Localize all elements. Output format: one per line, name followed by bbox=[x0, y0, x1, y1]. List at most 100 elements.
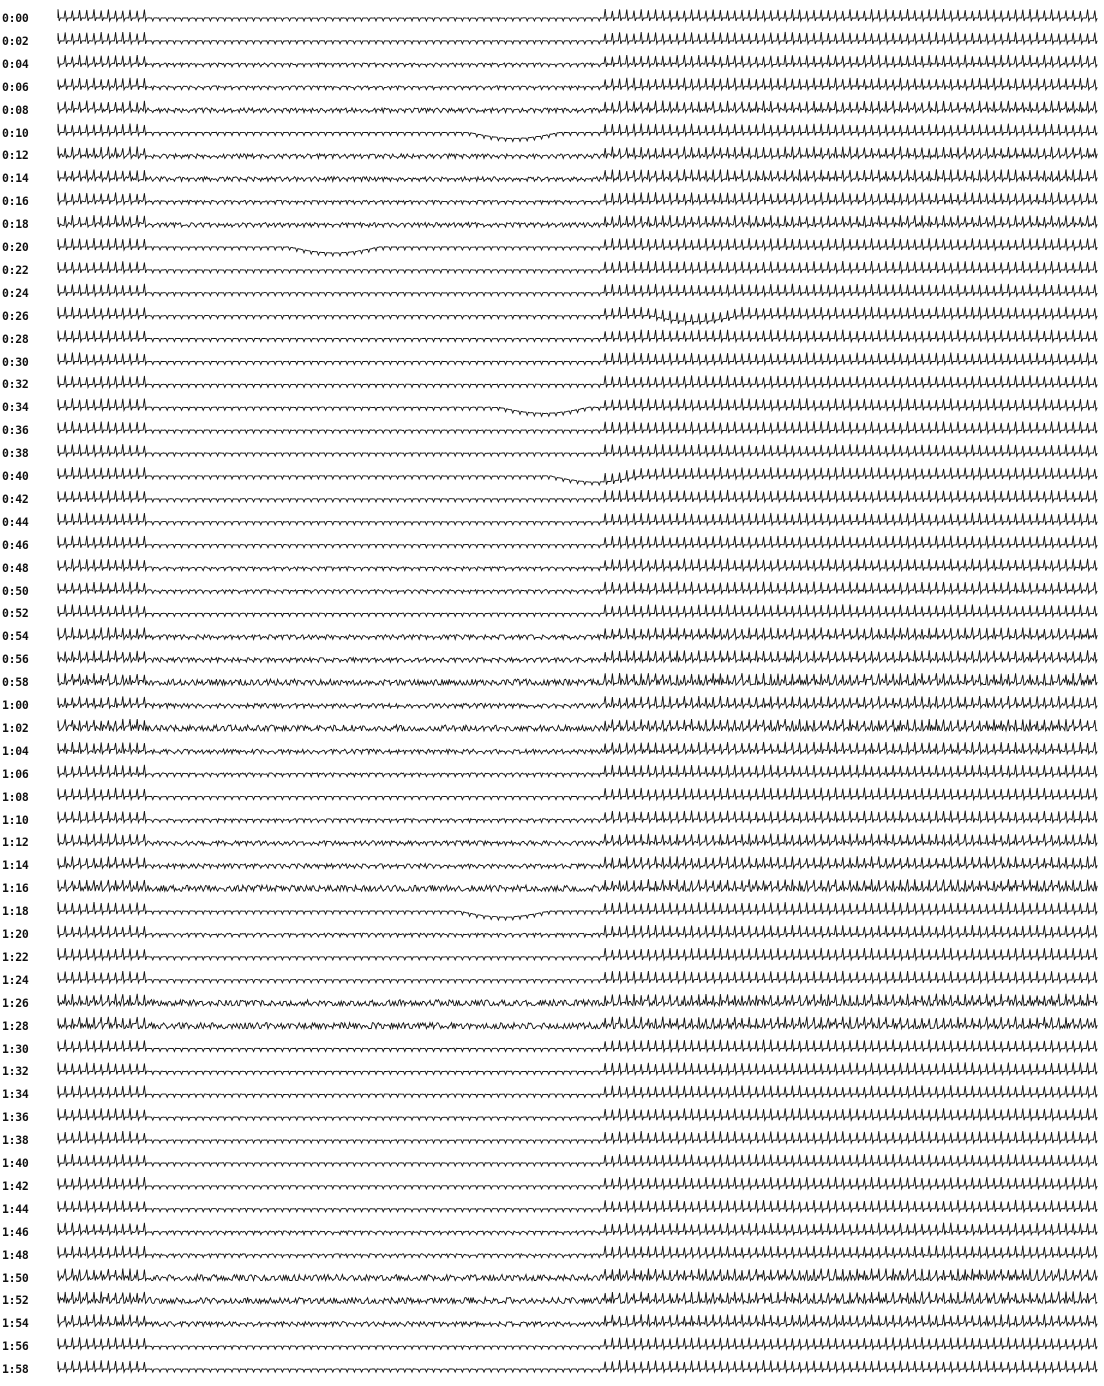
ecg-trace-row bbox=[57, 489, 1098, 504]
time-label: 0:00 bbox=[2, 11, 29, 25]
ecg-trace-row bbox=[57, 146, 1098, 161]
ecg-trace-row bbox=[57, 970, 1098, 985]
time-label: 1:04 bbox=[2, 743, 29, 758]
ecg-trace-row bbox=[57, 54, 1098, 69]
ecg-trace-row bbox=[57, 581, 1098, 596]
time-label: 0:40 bbox=[2, 469, 29, 483]
ecg-trace-row bbox=[57, 512, 1098, 527]
time-label: 1:10 bbox=[2, 812, 29, 827]
time-label: 1:40 bbox=[2, 1156, 29, 1170]
time-label: 1:56 bbox=[2, 1339, 29, 1354]
time-label: 1:02 bbox=[2, 720, 29, 735]
time-label: 1:48 bbox=[2, 1247, 29, 1262]
ecg-trace-row bbox=[57, 421, 1098, 435]
ecg-trace-row bbox=[57, 1314, 1098, 1329]
ecg-trace-row bbox=[57, 1337, 1098, 1351]
ecg-trace-row bbox=[57, 695, 1098, 710]
time-label: 1:32 bbox=[2, 1064, 29, 1079]
ecg-trace-row bbox=[57, 100, 1098, 115]
ecg-trace-row bbox=[57, 1016, 1098, 1031]
time-label: 0:56 bbox=[2, 652, 29, 667]
time-label: 0:34 bbox=[2, 400, 29, 415]
ecg-trace-row bbox=[57, 237, 1098, 258]
time-label: 0:42 bbox=[2, 491, 29, 506]
time-label: 0:54 bbox=[2, 629, 29, 644]
ecg-trace-row bbox=[57, 1153, 1098, 1168]
ecg-trace-row bbox=[57, 260, 1098, 275]
time-label: 0:58 bbox=[2, 675, 29, 690]
time-label: 0:10 bbox=[2, 125, 29, 140]
ecg-trace-row bbox=[57, 352, 1098, 367]
ecg-trace-row bbox=[57, 535, 1098, 550]
time-label: 0:50 bbox=[2, 583, 29, 598]
ecg-trace-row bbox=[57, 31, 1098, 46]
ecg-trace-row bbox=[57, 787, 1098, 802]
ecg-trace-row bbox=[57, 1245, 1098, 1260]
ecg-trace-row bbox=[57, 947, 1098, 962]
time-label: 1:14 bbox=[2, 858, 29, 873]
ecg-trace-row bbox=[57, 283, 1098, 298]
time-label: 0:06 bbox=[2, 79, 29, 94]
time-label: 1:42 bbox=[2, 1178, 29, 1193]
time-label: 0:36 bbox=[2, 423, 29, 438]
ecg-trace-row bbox=[57, 764, 1098, 779]
ecg-trace-row bbox=[57, 902, 1098, 922]
time-label: 0:20 bbox=[2, 240, 29, 254]
time-label: 0:28 bbox=[2, 331, 29, 346]
time-label: 0:52 bbox=[2, 606, 29, 621]
time-label: 0:24 bbox=[2, 285, 29, 300]
time-label: 1:44 bbox=[2, 1201, 29, 1216]
ecg-trace-row bbox=[57, 1199, 1098, 1214]
time-label: 0:46 bbox=[2, 537, 29, 552]
ecg-trace-row bbox=[57, 8, 1098, 23]
time-label: 0:16 bbox=[2, 194, 29, 209]
time-label: 1:58 bbox=[2, 1362, 29, 1377]
time-label: 0:32 bbox=[2, 377, 29, 392]
ecg-trace-row bbox=[57, 627, 1098, 642]
ecg-trace-row bbox=[57, 673, 1098, 687]
time-label: 1:52 bbox=[2, 1293, 29, 1308]
time-label: 1:08 bbox=[2, 789, 29, 804]
time-label: 1:34 bbox=[2, 1087, 29, 1102]
ecg-trace-row bbox=[57, 77, 1098, 92]
time-label: 0:02 bbox=[2, 33, 29, 48]
time-label: 0:26 bbox=[2, 308, 29, 323]
time-label: 1:20 bbox=[2, 927, 29, 941]
time-label: 1:18 bbox=[2, 904, 29, 919]
ecg-trace-row bbox=[57, 1291, 1098, 1306]
ecg-trace-row bbox=[57, 993, 1098, 1008]
time-label: 0:08 bbox=[2, 102, 29, 117]
ecg-trace-row bbox=[57, 169, 1098, 184]
ecg-trace-row bbox=[57, 1131, 1098, 1145]
ecg-trace-row bbox=[57, 1108, 1098, 1122]
ecg-trace-row bbox=[57, 398, 1098, 418]
time-label: 0:22 bbox=[2, 262, 29, 277]
ecg-trace-row bbox=[57, 215, 1098, 229]
time-label: 0:44 bbox=[2, 514, 29, 529]
time-label: 1:06 bbox=[2, 766, 29, 781]
time-label: 0:30 bbox=[2, 354, 29, 369]
time-label: 1:50 bbox=[2, 1270, 29, 1285]
time-label: 1:16 bbox=[2, 881, 29, 896]
time-label: 1:36 bbox=[2, 1110, 29, 1125]
time-label: 1:54 bbox=[2, 1316, 29, 1331]
time-label: 1:22 bbox=[2, 949, 29, 964]
ecg-trace-row bbox=[57, 924, 1098, 939]
ecg-trace-row bbox=[57, 375, 1098, 390]
ecg-trace-row bbox=[57, 1039, 1098, 1054]
ecg-trace-row bbox=[57, 879, 1098, 893]
time-label: 1:12 bbox=[2, 835, 29, 850]
time-label: 0:18 bbox=[2, 217, 29, 232]
time-label: 0:38 bbox=[2, 446, 29, 461]
time-label: 1:30 bbox=[2, 1041, 29, 1056]
time-label: 0:14 bbox=[2, 171, 29, 186]
ecg-trace-row bbox=[57, 718, 1098, 733]
ecg-trace-row bbox=[57, 123, 1098, 143]
ecg-trace-row bbox=[57, 444, 1098, 458]
ecg-trace-row bbox=[57, 810, 1098, 825]
ecg-trace-row bbox=[57, 192, 1098, 206]
ecg-trace-row bbox=[57, 1062, 1098, 1077]
time-label: 0:04 bbox=[2, 56, 29, 71]
